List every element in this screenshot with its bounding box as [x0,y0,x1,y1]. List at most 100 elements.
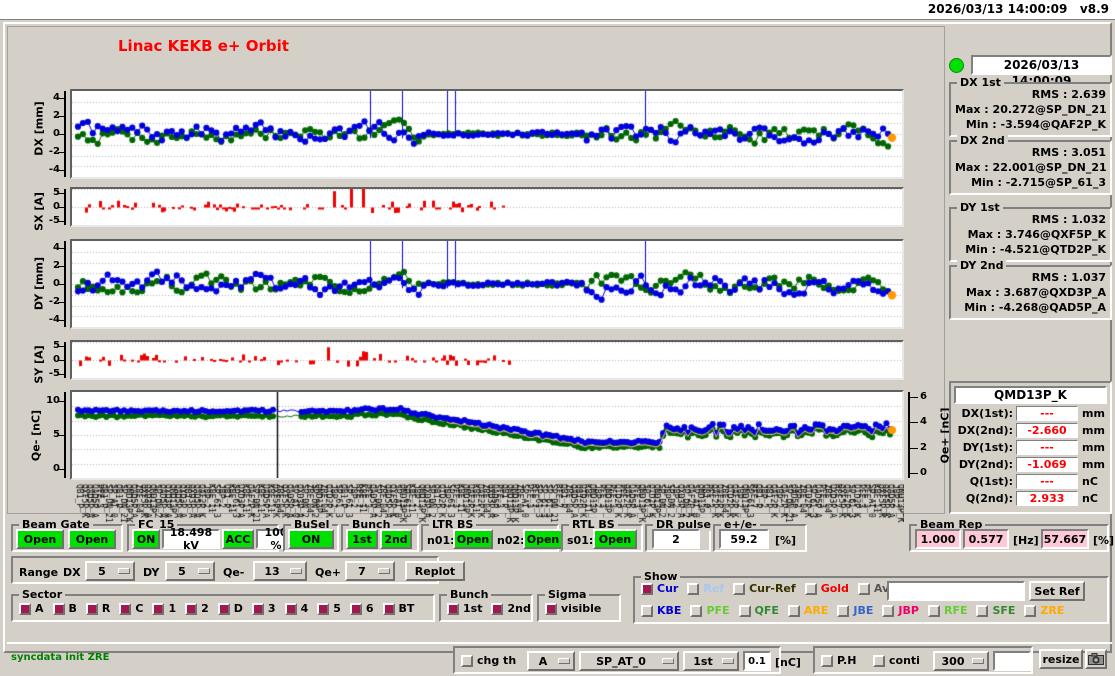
interval-select[interactable]: 300 [933,651,989,671]
chg-th-checkbox[interactable] [461,654,473,667]
beam-gate-button-2[interactable]: Open [68,529,116,549]
set-ref-button[interactable]: Set Ref [1029,581,1085,601]
show-checkbox-kbe[interactable]: KBE [641,604,681,617]
checkbox-icon[interactable] [1024,604,1037,617]
rtl-s01-button[interactable]: Open [593,529,637,549]
show-checkbox-jbp[interactable]: JBP [882,604,919,617]
ltr-bs-group: LTR BS n01: Open n02: Open [421,518,563,552]
checkbox-icon[interactable] [19,602,31,615]
checkbox-label: Cur [657,582,679,595]
checkbox-icon[interactable] [545,602,557,615]
ref-name-input[interactable] [887,581,1025,601]
checkbox-icon[interactable] [641,604,653,617]
checkbox-icon[interactable] [152,602,165,615]
checkbox-icon[interactable] [690,604,703,617]
fc15-voltage-field[interactable]: 18.498 kV [162,526,220,552]
checkbox-icon[interactable] [251,602,264,615]
sector-checkbox-3[interactable]: 3 [251,602,276,615]
checkbox-icon[interactable] [52,602,65,615]
rtl-bs-group: RTL BS s01: Open [561,518,643,552]
checkbox-icon[interactable] [185,602,198,615]
checkbox-icon[interactable] [738,604,751,617]
sector-checkbox-c[interactable]: C [119,602,143,615]
replot-button[interactable]: Replot [405,561,465,581]
sector-checkbox-a[interactable]: A [19,602,44,615]
show-checkbox-zre[interactable]: ZRE [1024,604,1064,617]
show-checkbox-sfe[interactable]: SFE [976,604,1015,617]
positron-electron-field[interactable]: 59.2 [719,529,769,549]
range-dy-select[interactable]: 5 [165,561,215,581]
sector-a-select[interactable]: A [527,651,575,671]
dy-plot[interactable] [70,239,904,329]
show-checkbox-are[interactable]: ARE [787,604,828,617]
sector-checkbox-d[interactable]: D [217,602,243,615]
show-checkbox-gold[interactable]: Gold [804,582,849,595]
sy-plot[interactable] [70,340,904,380]
checkbox-icon[interactable] [927,604,940,617]
interval-input[interactable] [993,651,1031,671]
dr-pulse-field[interactable]: 2 [652,529,700,549]
checkbox-icon[interactable] [119,602,132,615]
rtl-s01-label: s01: [567,534,594,547]
checkbox-icon[interactable] [787,604,800,617]
checkbox-icon[interactable] [733,582,746,595]
range-qeminus-select[interactable]: 13 [253,561,307,581]
show-checkbox-jbe[interactable]: JBE [837,604,873,617]
resize-button[interactable]: resize [1039,649,1083,669]
sx-plot[interactable] [70,187,904,227]
checkbox-icon[interactable] [217,602,230,615]
conti-checkbox[interactable] [873,654,885,667]
checkbox-icon[interactable] [317,602,330,615]
stat-max-value: 3.746@QXF5P_K [1005,228,1106,241]
show-checkbox-qfe[interactable]: QFE [738,604,779,617]
range-qeplus-select[interactable]: 7 [345,561,395,581]
sector-checkbox-b[interactable]: B [52,602,77,615]
sector-checkbox-6[interactable]: 6 [349,602,374,615]
fc15-on-button[interactable]: ON [132,529,160,549]
checkbox-icon[interactable] [882,604,895,617]
bpm-readout-unit: mm [1082,406,1105,420]
checkbox-icon[interactable] [837,604,850,617]
bunch-order-select[interactable]: 1st [683,651,739,671]
sector-checkbox-5[interactable]: 5 [317,602,341,615]
show-checkbox-pfe[interactable]: PFE [690,604,730,617]
sigma-checkbox-visible[interactable]: visible [545,602,601,615]
range-dx-select[interactable]: 5 [85,561,135,581]
show-checkbox-ref[interactable]: Ref [687,582,724,595]
sector-checkbox-bt[interactable]: BT [382,602,414,615]
checkbox-icon[interactable] [491,602,504,615]
bunch-1st-button[interactable]: 1st [346,529,378,549]
ph-checkbox[interactable] [821,654,833,667]
checkbox-icon[interactable] [85,602,98,615]
ltr-n01-button[interactable]: Open [453,529,493,549]
checkbox-icon[interactable] [857,582,870,595]
sector-checkbox-r[interactable]: R [85,602,110,615]
bunch-2nd-button[interactable]: 2nd [380,529,412,549]
busel-on-button[interactable]: ON [288,529,334,549]
threshold-input[interactable]: 0.1 [743,651,771,671]
checkbox-icon[interactable] [641,582,653,595]
checkbox-icon[interactable] [976,604,989,617]
show-checkbox-cur[interactable]: Cur [641,582,678,595]
bunch-checkbox-2nd[interactable]: 2nd [491,602,531,615]
checkbox-icon[interactable] [804,582,817,595]
checkbox-icon[interactable] [687,582,700,595]
checkbox-icon[interactable] [382,602,395,615]
fc15-acc-button[interactable]: ACC [222,529,254,549]
qe-plot[interactable] [70,390,904,480]
checkbox-icon[interactable] [447,602,459,615]
beam-gate-button-1[interactable]: Open [16,529,64,549]
ltr-n02-button[interactable]: Open [523,529,563,549]
checkbox-icon[interactable] [349,602,362,615]
monitor-select[interactable]: SP_AT_0 [579,651,679,671]
bpm-readout-row: DX(2nd): -2.660 mm [954,422,1107,438]
checkbox-icon[interactable] [284,602,297,615]
camera-icon[interactable] [1085,649,1107,669]
dx-plot[interactable] [70,89,904,179]
show-checkbox-rfe[interactable]: RFE [927,604,967,617]
sector-checkbox-1[interactable]: 1 [152,602,176,615]
sector-checkbox-4[interactable]: 4 [284,602,308,615]
sector-checkbox-2[interactable]: 2 [185,602,209,615]
show-checkbox-cur-ref[interactable]: Cur-Ref [733,582,796,595]
bunch-checkbox-1st[interactable]: 1st [447,602,482,615]
